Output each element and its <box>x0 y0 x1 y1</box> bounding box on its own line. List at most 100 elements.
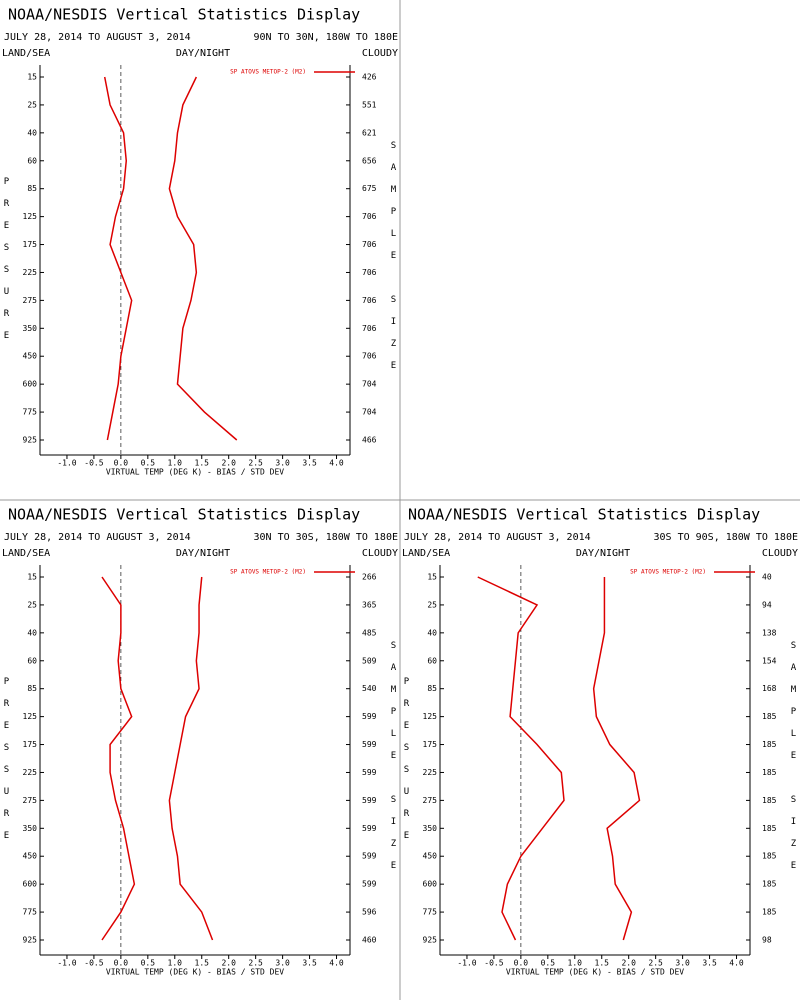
pressure-label: 925 <box>23 936 38 945</box>
cloud-type: CLOUDY <box>362 548 398 559</box>
x-tick-label: -0.5 <box>84 959 103 968</box>
sample-size: 599 <box>362 712 377 721</box>
pressure-label: 350 <box>423 824 438 833</box>
sample-size: 599 <box>362 740 377 749</box>
x-tick-label: 4.0 <box>729 959 744 968</box>
date-range: JULY 28, 2014 TO AUGUST 3, 2014 <box>404 532 591 543</box>
std-dev-line <box>168 576 214 941</box>
chart-title: NOAA/NESDIS Vertical Statistics Display <box>8 506 360 524</box>
pressure-label: 15 <box>27 573 37 582</box>
sample-size: 185 <box>762 740 777 749</box>
day-night: DAY/NIGHT <box>176 48 230 59</box>
sample-size: 138 <box>762 628 777 637</box>
sample-size: 266 <box>362 573 377 582</box>
pressure-label: 60 <box>27 656 37 665</box>
panel: NOAA/NESDIS Vertical Statistics Display J… <box>402 506 799 977</box>
pressure-label: 85 <box>27 184 37 193</box>
sample-size: 185 <box>762 824 777 833</box>
sample-size: 540 <box>362 684 377 693</box>
legend-label: SP ATOVS METOP-2 (M2) <box>630 569 706 576</box>
date-range: JULY 28, 2014 TO AUGUST 3, 2014 <box>4 532 191 543</box>
pressure-label: 775 <box>23 908 38 917</box>
sample-size: 704 <box>362 408 377 417</box>
std-dev-line <box>592 577 641 941</box>
sample-size: 426 <box>362 73 377 82</box>
x-tick-label: 0.0 <box>114 959 129 968</box>
pressure-label: 60 <box>427 656 437 665</box>
x-tick-label: 3.0 <box>275 959 290 968</box>
sample-size: 466 <box>362 436 377 445</box>
pressure-label: 25 <box>427 600 437 609</box>
day-night: DAY/NIGHT <box>576 548 630 559</box>
pressure-label: 85 <box>427 684 437 693</box>
x-tick-label: 1.0 <box>168 959 183 968</box>
x-tick-label: 2.0 <box>621 959 636 968</box>
cloud-type: CLOUDY <box>362 48 398 59</box>
x-tick-label: 3.5 <box>302 959 317 968</box>
y2-axis-label: SAMPLE SIZE <box>389 141 399 383</box>
sample-size: 706 <box>362 352 377 361</box>
sample-size: 98 <box>762 936 772 945</box>
chart-title: NOAA/NESDIS Vertical Statistics Display <box>408 506 760 524</box>
sample-size: 704 <box>362 380 377 389</box>
sample-size: 706 <box>362 212 377 221</box>
std-dev-line <box>168 76 238 441</box>
pressure-label: 25 <box>27 600 37 609</box>
pressure-label: 175 <box>23 240 38 249</box>
sample-size: 599 <box>362 768 377 777</box>
x-tick-label: 3.0 <box>675 959 690 968</box>
pressure-label: 350 <box>23 324 38 333</box>
bias-line <box>101 576 136 941</box>
pressure-label: 775 <box>23 408 38 417</box>
x-tick-label: 4.0 <box>329 959 344 968</box>
sample-size: 185 <box>762 908 777 917</box>
pressure-label: 350 <box>23 824 38 833</box>
x-tick-label: -0.5 <box>84 459 103 468</box>
sample-size: 596 <box>362 908 377 917</box>
sample-size: 185 <box>762 796 777 805</box>
x-tick-label: 0.5 <box>541 959 556 968</box>
y-axis-label: PRESSURE <box>2 177 12 353</box>
sample-size: 656 <box>362 156 377 165</box>
x-tick-label: 2.5 <box>248 959 263 968</box>
pressure-label: 40 <box>427 628 437 637</box>
sample-size: 40 <box>762 573 772 582</box>
x-tick-label: -1.0 <box>57 959 76 968</box>
sample-size: 185 <box>762 880 777 889</box>
sample-size: 706 <box>362 268 377 277</box>
legend-label: SP ATOVS METOP-2 (M2) <box>230 569 306 576</box>
land-sea: LAND/SEA <box>2 48 50 59</box>
pressure-label: 15 <box>27 73 37 82</box>
x-tick-label: -1.0 <box>457 959 476 968</box>
region: 30N TO 30S, 180W TO 180E <box>254 532 399 543</box>
pressure-label: 450 <box>423 852 438 861</box>
x-tick-label: 2.0 <box>221 959 236 968</box>
pressure-label: 125 <box>423 712 438 721</box>
x-tick-label: 3.5 <box>302 459 317 468</box>
pressure-label: 450 <box>23 352 38 361</box>
pressure-label: 450 <box>23 852 38 861</box>
x-tick-label: 4.0 <box>329 459 344 468</box>
pressure-label: 225 <box>23 268 38 277</box>
panel: NOAA/NESDIS Vertical Statistics Display J… <box>2 506 399 977</box>
sample-size: 599 <box>362 824 377 833</box>
x-tick-label: 0.5 <box>141 459 156 468</box>
pressure-label: 85 <box>27 684 37 693</box>
cloud-type: CLOUDY <box>762 548 798 559</box>
pressure-label: 40 <box>27 128 37 137</box>
x-tick-label: 1.5 <box>195 959 210 968</box>
y-axis-label: PRESSURE <box>402 677 412 853</box>
y2-axis-label: SAMPLE SIZE <box>389 641 399 883</box>
pressure-label: 925 <box>423 936 438 945</box>
x-tick-label: 2.5 <box>648 959 663 968</box>
pressure-label: 600 <box>23 380 38 389</box>
y-axis-label: PRESSURE <box>2 677 12 853</box>
date-range: JULY 28, 2014 TO AUGUST 3, 2014 <box>4 32 191 43</box>
sample-size: 185 <box>762 712 777 721</box>
sample-size: 509 <box>362 656 377 665</box>
x-tick-label: 1.0 <box>168 459 183 468</box>
pressure-label: 925 <box>23 436 38 445</box>
sample-size: 168 <box>762 684 777 693</box>
pressure-label: 25 <box>27 100 37 109</box>
